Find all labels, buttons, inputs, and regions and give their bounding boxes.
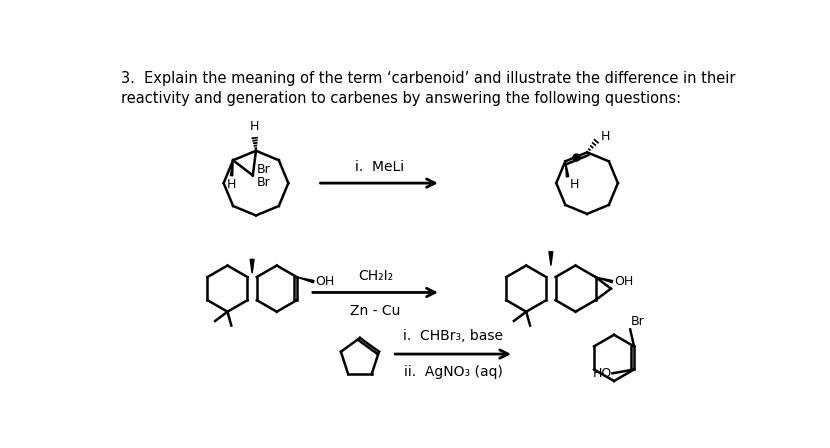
Text: OH: OH xyxy=(614,275,633,288)
Polygon shape xyxy=(231,160,233,176)
Text: H: H xyxy=(570,178,579,191)
Text: CH₂I₂: CH₂I₂ xyxy=(358,269,393,283)
Text: H: H xyxy=(601,130,610,143)
Text: HO: HO xyxy=(593,367,612,380)
Polygon shape xyxy=(565,161,569,177)
Text: Br: Br xyxy=(631,315,645,328)
Text: ii.  AgNO₃ (aq): ii. AgNO₃ (aq) xyxy=(403,365,502,379)
Text: Br: Br xyxy=(256,176,271,189)
Text: 3.  Explain the meaning of the term ‘carbenoid’ and illustrate the difference in: 3. Explain the meaning of the term ‘carb… xyxy=(121,71,735,86)
Text: Zn - Cu: Zn - Cu xyxy=(350,304,401,318)
Text: i.  CHBr₃, base: i. CHBr₃, base xyxy=(403,329,503,343)
Text: H: H xyxy=(227,178,237,191)
Polygon shape xyxy=(250,259,254,273)
Polygon shape xyxy=(549,252,553,266)
Text: Br: Br xyxy=(256,163,271,176)
Polygon shape xyxy=(596,277,613,283)
Text: OH: OH xyxy=(315,275,334,288)
Text: i.  MeLi: i. MeLi xyxy=(354,160,403,174)
Polygon shape xyxy=(297,277,314,283)
Text: reactivity and generation to carbenes by answering the following questions:: reactivity and generation to carbenes by… xyxy=(121,91,681,106)
Text: H: H xyxy=(250,120,259,133)
